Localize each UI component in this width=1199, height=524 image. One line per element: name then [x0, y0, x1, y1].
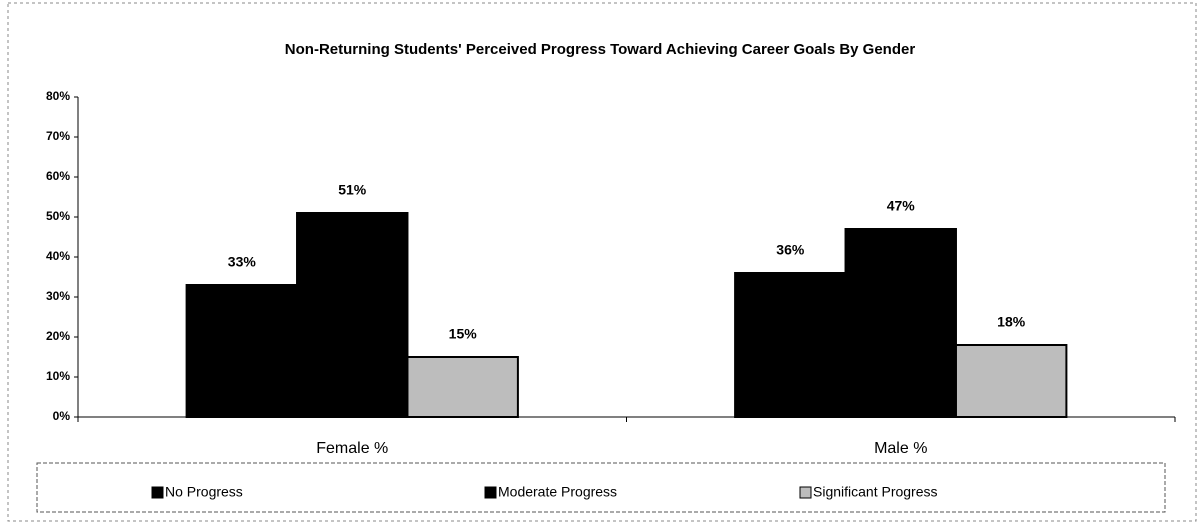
bar — [954, 344, 1068, 418]
bar — [734, 272, 847, 418]
legend-box — [36, 462, 1166, 513]
y-tick-label: 80% — [46, 89, 70, 103]
y-tick-label: 20% — [46, 329, 70, 343]
bar — [185, 284, 299, 418]
y-tick-label: 0% — [53, 409, 71, 423]
bar — [844, 228, 957, 418]
chart-border — [7, 2, 1197, 522]
legend-label: No Progress — [165, 484, 243, 500]
x-tick-label: Male % — [874, 440, 927, 457]
legend-label: Significant Progress — [813, 484, 938, 500]
data-label: 51% — [338, 182, 367, 198]
data-label: 47% — [887, 198, 916, 214]
legend-swatch — [484, 486, 497, 499]
data-label: 36% — [776, 242, 805, 258]
data-label: 15% — [449, 326, 478, 342]
legend-swatch — [799, 486, 812, 499]
data-label: 33% — [228, 254, 257, 270]
legend-swatch — [151, 486, 164, 499]
y-tick-label: 60% — [46, 169, 70, 183]
y-tick-label: 50% — [46, 209, 70, 223]
y-tick-label: 70% — [46, 129, 70, 143]
y-tick-label: 10% — [46, 369, 70, 383]
bar — [296, 212, 409, 418]
y-tick-label: 30% — [46, 289, 70, 303]
x-tick-label: Female % — [316, 440, 388, 457]
legend-label: Moderate Progress — [498, 484, 617, 500]
bar — [406, 356, 519, 418]
chart-title: Non-Returning Students' Perceived Progre… — [285, 41, 916, 58]
data-label: 18% — [997, 314, 1026, 330]
y-tick-label: 40% — [46, 249, 70, 263]
